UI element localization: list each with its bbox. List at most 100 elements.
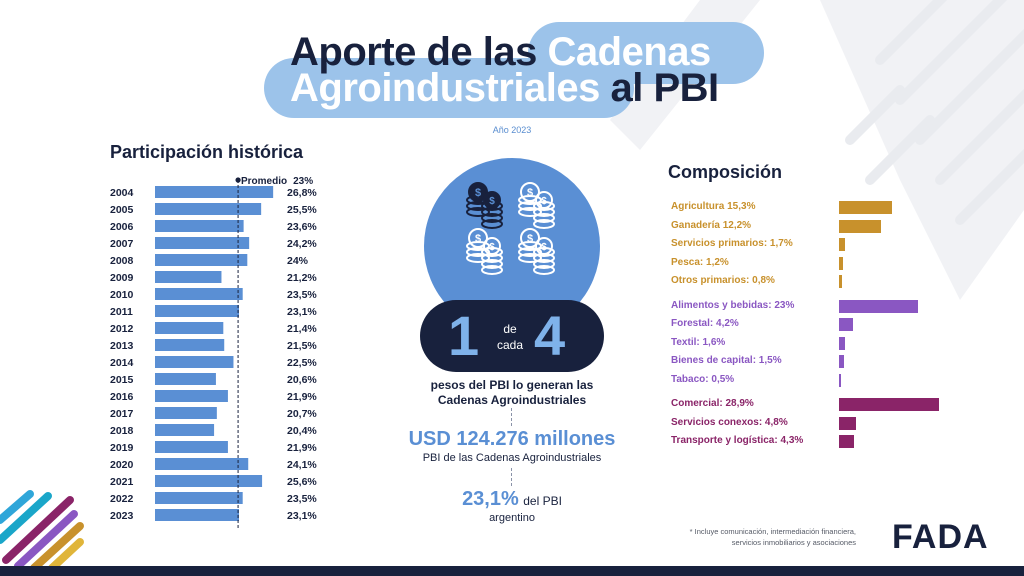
pbi-percentage-tail: del PBI <box>523 494 562 508</box>
usd-caption: PBI de las Cadenas Agroindustriales <box>422 452 602 464</box>
historical-value-label: 20,4% <box>287 425 317 437</box>
year-tick-label: 2010 <box>110 289 134 301</box>
de-text: de <box>503 322 517 336</box>
composition-label: Pesca: 1,2% <box>671 256 729 268</box>
historical-bar <box>155 390 228 402</box>
svg-text:$: $ <box>527 233 533 245</box>
historical-value-label: 23,1% <box>287 510 317 522</box>
title-part-3: Agroindustriales <box>290 66 600 110</box>
big-number-one: 1 <box>448 304 480 367</box>
year-label: Año 2023 <box>492 125 532 135</box>
svg-text:$: $ <box>475 233 481 245</box>
historical-bar <box>155 492 243 504</box>
historical-bar <box>155 305 239 317</box>
historical-value-label: 21,2% <box>287 272 317 284</box>
year-tick-label: 2019 <box>110 442 134 454</box>
historical-value-label: 20,6% <box>287 374 317 386</box>
historical-chart-title: Participación histórica <box>110 142 304 162</box>
composition-bar <box>839 373 841 387</box>
composition-label: Tabaco: 0,5% <box>671 373 735 385</box>
composition-label: Ganadería 12,2% <box>671 219 752 231</box>
year-tick-label: 2021 <box>110 476 134 488</box>
historical-bar <box>155 288 243 300</box>
pbi-percentage-value: 23,1% <box>462 488 519 510</box>
composition-label: Alimentos y bebidas: 23% <box>671 299 795 311</box>
composition-bar <box>839 256 844 270</box>
year-tick-label: 2012 <box>110 323 134 335</box>
footnote-line-1: * Incluye comunicación, intermediación f… <box>689 527 856 536</box>
historical-bar <box>155 475 263 487</box>
average-label: Promedio 23% <box>241 176 313 187</box>
historical-bar <box>155 356 234 368</box>
svg-text:$: $ <box>489 196 495 207</box>
coin-stack-icon: $ $ $ $ $ $ $ $ <box>466 182 555 275</box>
composition-bar <box>839 398 939 411</box>
historical-bar <box>155 339 225 351</box>
composition-bar <box>839 219 882 233</box>
average-label-text: Promedio <box>241 176 288 187</box>
composition-label: Textil: 1,6% <box>671 336 726 348</box>
composition-label: Comercial: 28,9% <box>671 398 754 409</box>
year-tick-label: 2006 <box>110 221 134 233</box>
big-number-four: 4 <box>534 304 566 367</box>
footnote: * Incluye comunicación, intermediación f… <box>640 526 856 548</box>
cada-text: cada <box>496 338 524 352</box>
historical-value-label: 25,6% <box>287 476 317 488</box>
pbi-percentage-caption: argentino <box>489 512 535 524</box>
usd-value: USD 124.276 millones <box>408 428 616 450</box>
historical-value-label: 21,5% <box>287 340 317 352</box>
composition-label: Servicios primarios: 1,7% <box>671 238 793 249</box>
svg-text:$: $ <box>527 187 533 199</box>
historical-value-label: 21,9% <box>287 442 317 454</box>
colorful-stripes-decoration <box>0 490 84 572</box>
year-tick-label: 2013 <box>110 340 134 352</box>
historical-bar <box>155 220 244 232</box>
year-tick-label: 2022 <box>110 493 134 505</box>
historical-bar <box>155 441 228 453</box>
historical-bar <box>155 271 222 283</box>
historical-value-label: 24,1% <box>287 459 317 471</box>
composition-label: Forestal: 4,2% <box>671 318 739 329</box>
one-of-four-pill <box>420 300 604 372</box>
year-tick-label: 2017 <box>110 408 134 420</box>
de-cada-text: de cada <box>484 321 536 353</box>
historical-bar <box>155 424 215 436</box>
svg-text:$: $ <box>541 196 547 207</box>
historical-value-label: 21,4% <box>287 323 317 335</box>
composition-label: Transporte y logística: 4,3% <box>671 435 804 446</box>
year-tick-label: 2015 <box>110 374 134 386</box>
year-tick-label: 2016 <box>110 391 134 403</box>
pbi-percentage: 23,1% del PBI <box>400 488 624 511</box>
composition-title: Composición <box>668 162 783 182</box>
title-highlight-pill-2 <box>264 58 634 118</box>
historical-value-label: 23,1% <box>287 306 317 318</box>
dashed-connector-1 <box>511 408 512 426</box>
year-tick-label: 2005 <box>110 204 134 216</box>
composition-bar <box>839 275 842 288</box>
year-tick-label: 2018 <box>110 425 134 437</box>
svg-text:$: $ <box>475 187 481 199</box>
historical-value-label: 24% <box>287 255 309 267</box>
historical-bar <box>155 254 248 266</box>
historical-value-label: 23,5% <box>287 289 317 301</box>
composition-label: Bienes de capital: 1,5% <box>671 355 782 366</box>
title-part-1: Aporte de las <box>290 30 537 74</box>
bottom-band <box>0 566 1024 576</box>
year-tick-label: 2014 <box>110 357 134 369</box>
composition-label: Otros primarios: 0,8% <box>671 275 775 286</box>
title-part-2: Cadenas <box>547 30 712 74</box>
historical-value-label: 20,7% <box>287 408 317 420</box>
pesos-caption: pesos del PBI lo generan las Cadenas Agr… <box>380 378 644 408</box>
pesos-caption-line-1: pesos del PBI lo generan las <box>430 378 594 392</box>
historical-value-label: 23,6% <box>287 221 317 233</box>
title-part-4: al PBI <box>610 66 719 110</box>
composition-bar <box>839 416 856 430</box>
historical-value-label: 24,2% <box>287 238 317 250</box>
historical-value-label: 26,8% <box>287 187 317 199</box>
composition-label: Servicios conexos: 4,8% <box>671 416 788 428</box>
historical-bar <box>155 407 217 419</box>
average-marker-dot <box>235 177 241 183</box>
historical-bar <box>155 322 224 334</box>
title-line-1: Aporte de las Cadenas <box>290 30 711 74</box>
